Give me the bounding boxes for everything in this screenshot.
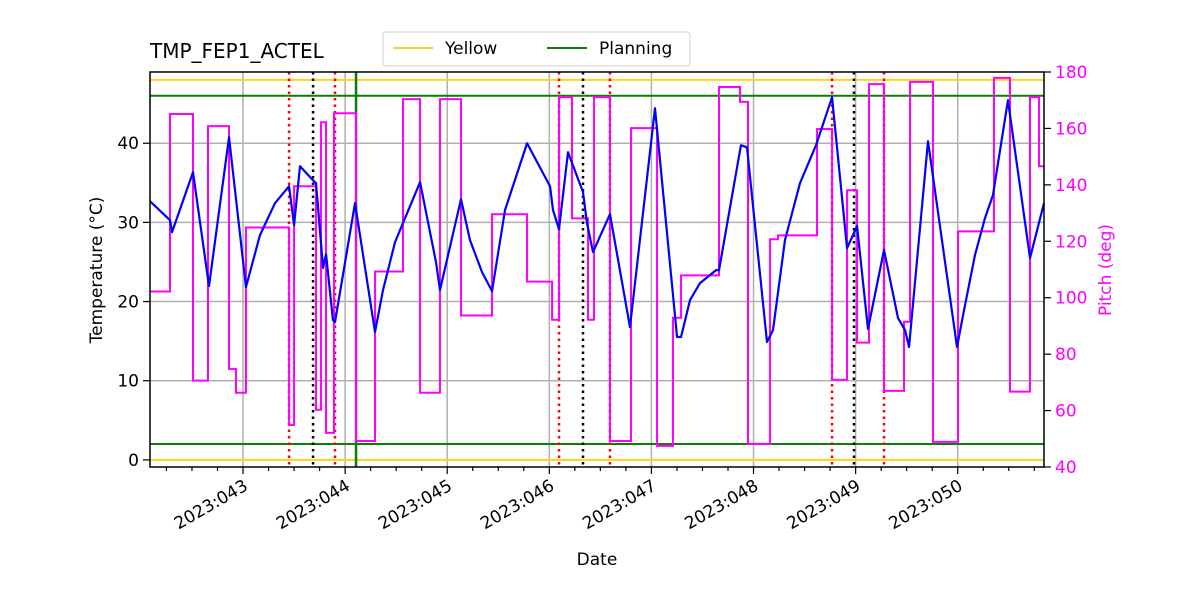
y2-tick-label: 180 (1055, 63, 1087, 83)
y-tick-label: 20 (117, 293, 139, 313)
y2-tick-label: 40 (1055, 458, 1077, 478)
temperature-series (149, 96, 1046, 349)
ticks: 2023:043 2023:044 2023:045 2023:046 2023:047… (117, 63, 1087, 534)
x-axis-label: Date (577, 550, 618, 570)
axes-frame (149, 71, 1045, 468)
y-tick-label: 10 (117, 372, 139, 392)
legend-label-planning: Planning (599, 39, 672, 59)
x-tick-label: 2023:046 (477, 476, 558, 534)
x-tick-label: 2023:050 (886, 476, 967, 534)
legend: Yellow Planning (382, 31, 691, 67)
chart-title: TMP_FEP1_ACTEL (149, 39, 325, 63)
x-tick-label: 2023:044 (273, 476, 354, 534)
y2-tick-label: 80 (1055, 345, 1077, 365)
y2-tick-label: 60 (1055, 402, 1077, 422)
pitch-series (150, 76, 1044, 447)
y2-tick-label: 160 (1055, 119, 1087, 139)
y2-tick-label: 100 (1055, 289, 1087, 309)
x-tick-label: 2023:049 (784, 476, 865, 534)
y2-axis-label: Pitch (deg) (1096, 224, 1116, 316)
y-axis-label: Temperature (°C) (87, 197, 107, 345)
series (149, 76, 1046, 447)
y-tick-label: 0 (128, 451, 139, 471)
y-tick-label: 40 (117, 134, 139, 154)
limit-lines (150, 78, 1044, 461)
y2-tick-label: 120 (1055, 232, 1087, 252)
event-lines (287, 72, 886, 467)
x-tick-label: 2023:047 (579, 476, 660, 534)
x-tick-label: 2023:045 (375, 476, 456, 534)
y2-tick-label: 140 (1055, 176, 1087, 196)
x-tick-label: 2023:048 (681, 476, 762, 534)
y-tick-label: 30 (117, 213, 139, 233)
legend-label-yellow: Yellow (444, 39, 497, 59)
x-tick-label: 2023:043 (171, 476, 252, 534)
